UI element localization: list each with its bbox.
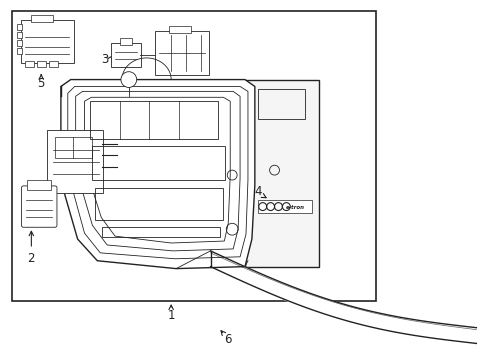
Bar	[17, 32, 23, 38]
Bar	[258, 89, 305, 119]
Bar	[37, 61, 46, 67]
Bar	[31, 15, 53, 22]
Bar	[96, 188, 223, 220]
Text: 3: 3	[101, 53, 109, 66]
Text: 6: 6	[224, 333, 232, 346]
FancyBboxPatch shape	[155, 31, 209, 75]
Circle shape	[121, 72, 137, 87]
Bar	[25, 61, 34, 67]
Bar	[12, 11, 376, 301]
Bar	[93, 145, 225, 180]
Text: 4: 4	[254, 185, 262, 198]
Bar	[27, 180, 51, 190]
Bar	[169, 26, 191, 33]
Polygon shape	[245, 80, 319, 267]
Text: 1: 1	[168, 309, 175, 322]
Bar	[120, 38, 132, 45]
FancyBboxPatch shape	[22, 186, 57, 227]
Text: 2: 2	[27, 252, 35, 265]
Bar	[258, 200, 312, 213]
Text: e-tron: e-tron	[286, 205, 305, 210]
FancyBboxPatch shape	[111, 43, 141, 67]
Polygon shape	[61, 80, 255, 269]
Bar	[17, 40, 23, 46]
Bar	[17, 48, 23, 54]
Bar	[55, 137, 93, 158]
Bar	[91, 101, 219, 139]
Text: 5: 5	[38, 77, 45, 90]
Bar	[17, 24, 23, 30]
FancyBboxPatch shape	[47, 130, 103, 193]
Bar	[49, 61, 58, 67]
FancyBboxPatch shape	[21, 19, 74, 63]
Bar	[102, 227, 220, 237]
